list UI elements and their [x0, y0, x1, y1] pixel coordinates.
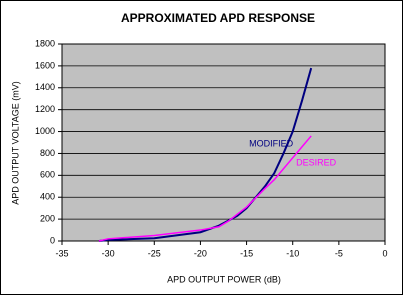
y-tick-label: 600: [40, 170, 55, 180]
plot-area: [61, 43, 386, 242]
series-line: [98, 135, 312, 242]
y-tick-label: 0: [50, 235, 55, 245]
x-tick-label: -10: [286, 248, 299, 258]
x-tick-label: -15: [240, 248, 253, 258]
x-tick-label: -30: [102, 248, 115, 258]
y-tick-label: 1200: [35, 104, 55, 114]
series-label: MODIFIED: [249, 138, 293, 148]
x-tick-label: 0: [382, 248, 387, 258]
y-tick-label: 200: [40, 213, 55, 223]
x-tick-label: -25: [148, 248, 161, 258]
x-tick-label: -5: [335, 248, 343, 258]
series-label: DESIRED: [296, 157, 337, 167]
x-tick-label: -20: [194, 248, 207, 258]
y-tick-label: 1400: [35, 82, 55, 92]
y-axis-label: APD OUTPUT VOLTAGE (mV): [10, 81, 20, 205]
y-tick-label: 400: [40, 192, 55, 202]
x-axis-label: APD OUTPUT POWER (dB): [167, 274, 281, 284]
x-tick-label: -35: [55, 248, 68, 258]
chart-title: APPROXIMATED APD RESPONSE: [121, 11, 315, 25]
y-tick-label: 800: [40, 148, 55, 158]
y-tick-label: 1800: [35, 38, 55, 48]
y-tick-label: 1000: [35, 126, 55, 136]
y-tick-label: 1600: [35, 60, 55, 70]
